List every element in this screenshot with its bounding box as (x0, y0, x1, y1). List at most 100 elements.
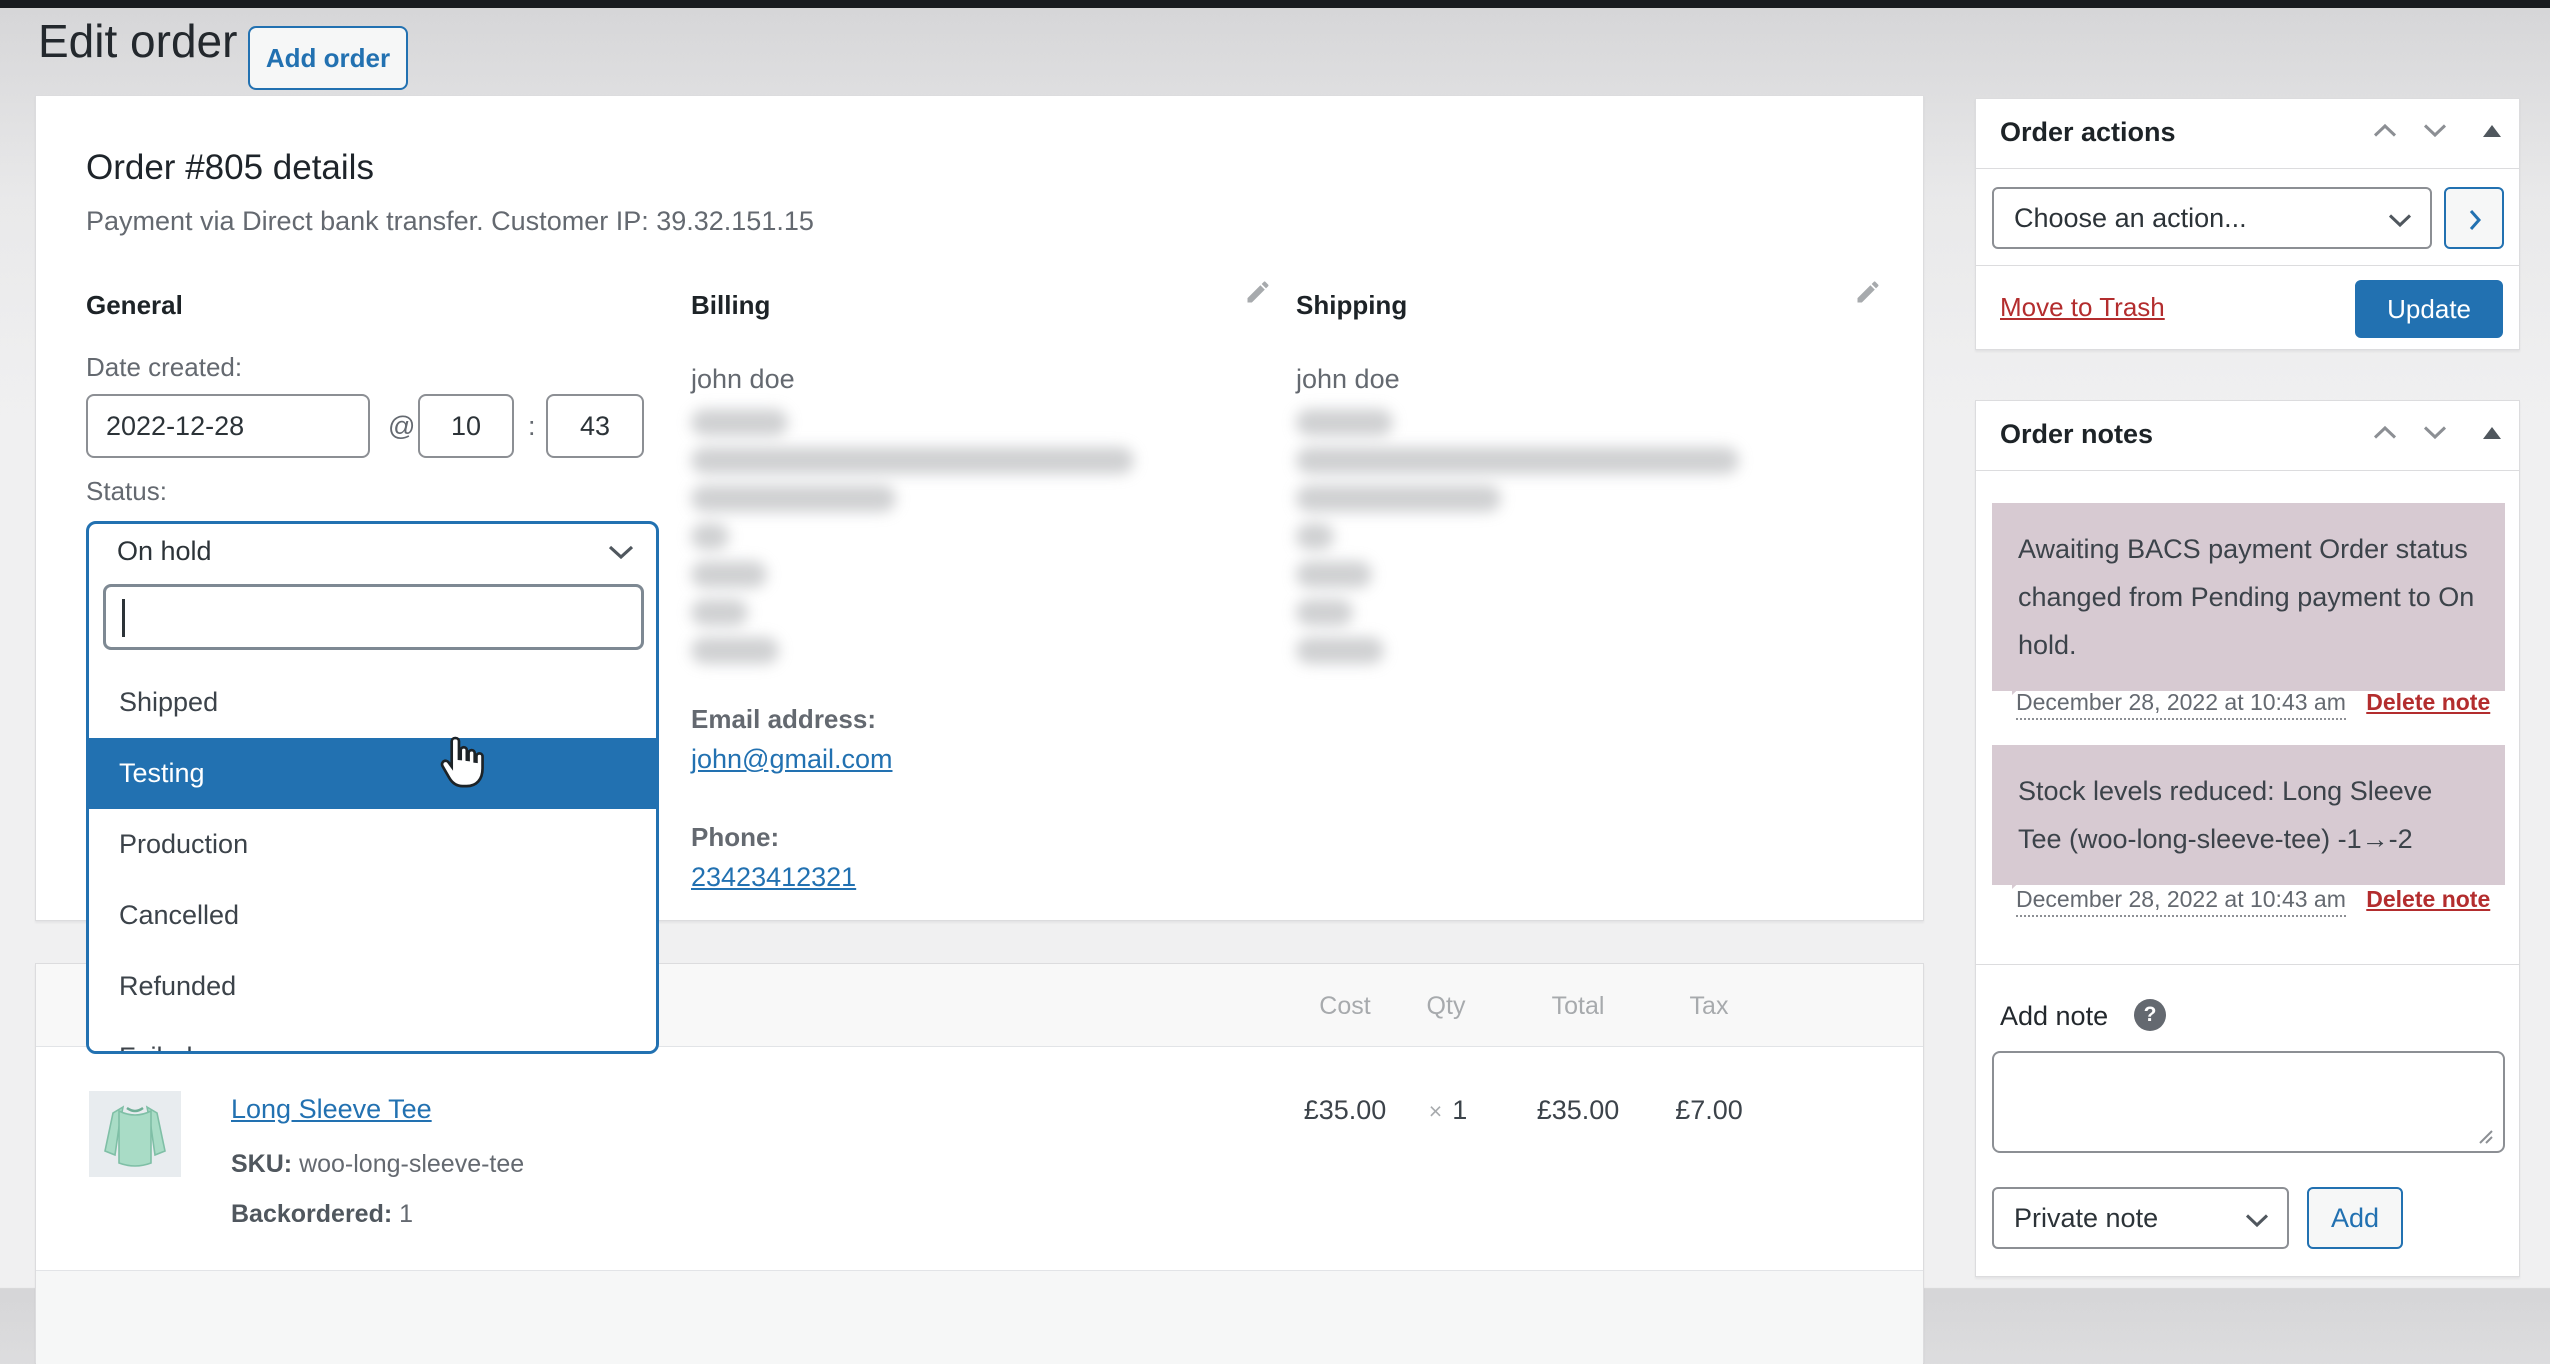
redacted-address-line (691, 637, 779, 664)
order-note: Awaiting BACS payment Order status chang… (1992, 503, 2505, 691)
billing-phone-link[interactable]: 23423412321 (691, 862, 857, 892)
product-thumbnail (89, 1091, 181, 1177)
status-search-input[interactable] (103, 584, 644, 650)
add-note-textarea[interactable] (1992, 1051, 2505, 1153)
at-symbol: @ (388, 411, 416, 441)
shipping-heading: Shipping (1296, 290, 1408, 320)
status-option-testing[interactable]: Testing (89, 738, 656, 809)
status-select-dropdown: On hold Shipped Testing Production Cance… (86, 521, 659, 1054)
order-heading: Order #805 details (86, 148, 374, 187)
chevron-down-icon (608, 544, 634, 565)
panel-controls (2373, 123, 2501, 138)
chevron-down-icon (2388, 213, 2412, 233)
redacted-address-line (691, 485, 896, 512)
help-icon[interactable]: ? (2134, 999, 2166, 1031)
order-note: Stock levels reduced: Long Sleeve Tee (w… (1992, 745, 2505, 885)
time-colon: : (528, 411, 536, 441)
add-order-button[interactable]: Add order (248, 26, 408, 90)
item-name-link[interactable]: Long Sleeve Tee (231, 1094, 432, 1124)
redacted-address-line (1296, 523, 1334, 550)
note-meta-row: December 28, 2022 at 10:43 am Delete not… (2016, 886, 2491, 917)
item-cost: £35.00 (1303, 1095, 1387, 1125)
redacted-address-line (1296, 599, 1353, 626)
move-to-trash-link[interactable]: Move to Trash (2000, 292, 2165, 322)
delete-note-link[interactable]: Delete note (2366, 886, 2491, 912)
order-subheading: Payment via Direct bank transfer. Custom… (86, 206, 814, 236)
move-up-icon[interactable] (2373, 425, 2397, 440)
note-tail (2012, 671, 2038, 695)
panel-controls (2373, 425, 2501, 440)
billing-heading: Billing (691, 290, 771, 320)
order-notes-panel: Order notes Awaiting BACS payment Order … (1975, 400, 2520, 1277)
order-actions-footer: Move to Trash Update (1976, 265, 2519, 351)
order-actions-title: Order actions (2000, 117, 2176, 147)
status-option-refunded[interactable]: Refunded (89, 951, 656, 1022)
sku-value: woo-long-sleeve-tee (299, 1150, 525, 1178)
redacted-address-line (1296, 447, 1739, 474)
date-created-input[interactable] (86, 394, 370, 458)
move-down-icon[interactable] (2423, 123, 2447, 138)
redacted-address-line (1296, 561, 1372, 588)
redacted-address-line (691, 447, 1134, 474)
page-title: Edit order (38, 15, 238, 67)
shipping-name: john doe (1296, 364, 1400, 394)
move-down-icon[interactable] (2423, 425, 2447, 440)
redacted-address-line (1296, 485, 1501, 512)
phone-label: Phone: (691, 822, 780, 852)
column-cost: Cost (1319, 992, 1371, 1020)
status-select[interactable]: On hold (89, 524, 656, 582)
item-total: £35.00 (1536, 1095, 1620, 1125)
status-option-shipped[interactable]: Shipped (89, 667, 656, 738)
admin-top-bar (0, 0, 2550, 8)
add-note-button[interactable]: Add (2307, 1187, 2403, 1249)
minute-input[interactable] (546, 394, 644, 458)
status-option-production[interactable]: Production (89, 809, 656, 880)
move-up-icon[interactable] (2373, 123, 2397, 138)
collapse-toggle-icon[interactable] (2483, 426, 2501, 439)
note-date[interactable]: December 28, 2022 at 10:43 am (2016, 886, 2346, 917)
note-date[interactable]: December 28, 2022 at 10:43 am (2016, 689, 2346, 720)
multiply-sign: × (1428, 1098, 1443, 1124)
add-note-label: Add note (2000, 1001, 2109, 1031)
billing-name: john doe (691, 364, 795, 394)
billing-email-link[interactable]: john@gmail.com (691, 744, 893, 774)
item-sku-line: SKU: woo-long-sleeve-tee (231, 1150, 524, 1179)
item-qty: × 1 (1428, 1095, 1468, 1125)
status-selected-value: On hold (117, 536, 212, 566)
status-options-list: Shipped Testing Production Cancelled Ref… (89, 667, 656, 1051)
order-data-panel: Order #805 details Payment via Direct ba… (35, 95, 1924, 1054)
item-backordered-line: Backordered: 1 (231, 1200, 413, 1229)
edit-shipping-pencil-icon[interactable] (1854, 278, 1882, 306)
redacted-address-line (691, 409, 788, 436)
divider (1976, 964, 2519, 965)
billing-redacted-address (691, 409, 1151, 675)
edit-billing-pencil-icon[interactable] (1244, 278, 1272, 306)
redacted-address-line (691, 523, 729, 550)
status-option-failed[interactable]: Failed (89, 1022, 656, 1051)
status-option-cancelled[interactable]: Cancelled (89, 880, 656, 951)
items-table-footer (36, 1270, 1923, 1364)
redacted-address-line (691, 561, 767, 588)
note-meta-row: December 28, 2022 at 10:43 am Delete not… (2016, 689, 2491, 720)
apply-action-button[interactable] (2444, 187, 2504, 249)
column-qty: Qty (1426, 992, 1466, 1020)
note-type-select[interactable]: Private note (1992, 1187, 2289, 1249)
choose-action-value: Choose an action... (2014, 203, 2247, 233)
hour-input[interactable] (418, 394, 514, 458)
shipping-redacted-address (1296, 409, 1756, 675)
sku-label: SKU: (231, 1150, 293, 1178)
redacted-address-line (1296, 409, 1393, 436)
choose-action-select[interactable]: Choose an action... (1992, 187, 2432, 249)
chevron-down-icon (2245, 1213, 2269, 1233)
delete-note-link[interactable]: Delete note (2366, 689, 2491, 715)
arrow-right-icon (2469, 210, 2482, 230)
collapse-toggle-icon[interactable] (2483, 124, 2501, 137)
note-tail (2012, 865, 2038, 889)
backordered-label: Backordered: (231, 1200, 393, 1228)
column-tax: Tax (1689, 992, 1729, 1020)
order-notes-title: Order notes (2000, 419, 2154, 449)
note-type-value: Private note (2014, 1203, 2159, 1233)
status-label: Status: (86, 476, 167, 506)
update-button[interactable]: Update (2355, 280, 2503, 338)
column-total: Total (1551, 992, 1605, 1020)
